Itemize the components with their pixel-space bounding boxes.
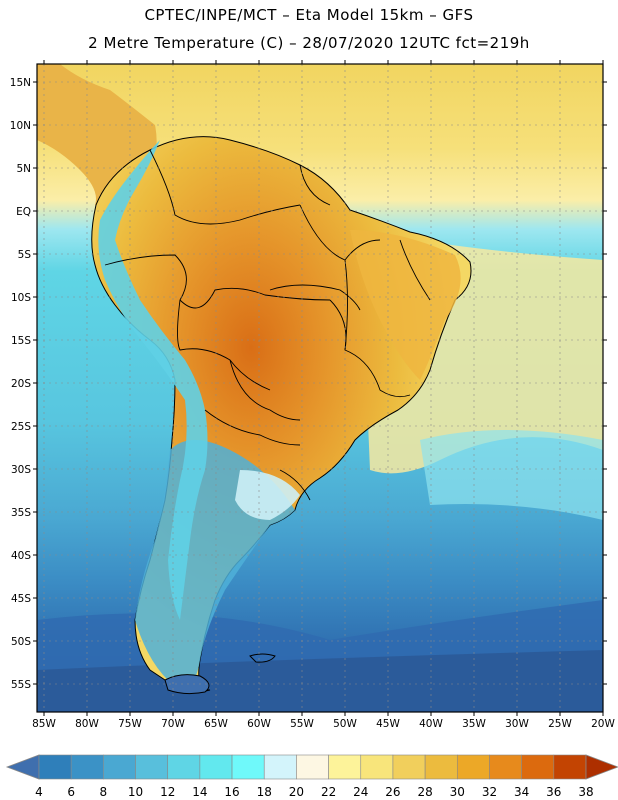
border-brazil-states-4 (344, 259, 348, 351)
northeast-brazil-warm (350, 230, 461, 380)
colorbar-segment (456, 754, 490, 780)
border-argentina-north (204, 409, 301, 446)
colorbar-segment (424, 754, 458, 780)
colorbar-label: 12 (160, 785, 175, 799)
colorbar-arrow-high (585, 754, 618, 780)
lon-label: 30W (505, 718, 529, 730)
lat-label: 10N (10, 120, 31, 132)
colorbar-segment (38, 754, 72, 780)
lat-label: 35S (11, 507, 31, 519)
colorbar-segment (328, 754, 362, 780)
colorbar-label: 28 (417, 785, 432, 799)
colorbar-label: 20 (289, 785, 304, 799)
latitude-axis: 15N 10N 5N EQ 5S 10S 15S 20S 25S 30S 35S 40S 45S 50S 5… (10, 77, 607, 691)
lon-label: 65W (204, 718, 228, 730)
lat-label: 5N (16, 163, 31, 175)
lon-label: 75W (118, 718, 142, 730)
colorbar-label: 26 (385, 785, 400, 799)
colorbar-segment (103, 754, 136, 780)
colorbar-label: 18 (257, 785, 272, 799)
border-bolivia (177, 299, 271, 391)
lon-label: 80W (75, 718, 99, 730)
colorbar-label: 10 (128, 785, 143, 799)
colorbar-segment (296, 754, 329, 780)
pampas-mild (235, 470, 300, 520)
map-area (37, 64, 603, 712)
border-peru-brazil (104, 254, 331, 309)
lon-label: 60W (247, 718, 271, 730)
colorbar-segment (489, 754, 522, 780)
colorbar-label: 8 (100, 785, 108, 799)
title-line-1: CPTEC/INPE/MCT – Eta Model 15km – GFS (144, 6, 474, 24)
lat-label: 40S (11, 550, 31, 562)
colorbar-label: 16 (224, 785, 239, 799)
colorbar-label: 4 (35, 785, 43, 799)
lat-label: 20S (11, 378, 31, 390)
title-line-2: 2 Metre Temperature (C) – 28/07/2020 12U… (88, 34, 530, 52)
border-brazil-states-2 (269, 284, 361, 311)
colorbar-label: 38 (578, 785, 593, 799)
lat-label: EQ (16, 206, 31, 218)
lat-label: 5S (18, 249, 32, 261)
lat-label: 25S (11, 421, 31, 433)
lat-label: 10S (11, 292, 31, 304)
colorbar-segment (360, 754, 394, 780)
lat-label: 15N (10, 77, 31, 89)
colorbar-label: 24 (353, 785, 368, 799)
map-frame (36, 63, 604, 713)
colorbar-segment (521, 754, 555, 780)
lon-label: 70W (161, 718, 185, 730)
andes-cold-strip (98, 140, 208, 620)
lon-label: 25W (548, 718, 572, 730)
lon-label: 85W (32, 718, 56, 730)
lon-label: 55W (290, 718, 314, 730)
border-guianas (299, 164, 331, 206)
colorbar-label: 6 (67, 785, 75, 799)
grid-lines (37, 64, 603, 712)
border-brazil-states-3 (299, 204, 381, 261)
lat-label: 55S (11, 679, 31, 691)
colorbar-label: 34 (514, 785, 529, 799)
longitude-axis: 85W 80W 75W 70W 65W 60W 55W 50W 45W 40W 35W 30W 25W 2… (32, 60, 615, 730)
colorbar-segment (231, 754, 265, 780)
colorbar-segment (70, 754, 104, 780)
lon-label: 50W (333, 718, 357, 730)
border-colombia-venezuela (149, 149, 301, 225)
colorbar-arrow-low (5, 754, 40, 780)
colorbar-label: 22 (321, 785, 336, 799)
lon-label: 40W (419, 718, 443, 730)
atlantic-cool-band (420, 430, 603, 520)
colorbar: 4 6 8 10 12 14 16 18 20 22 24 26 28 30 32 34 36 38 (5, 754, 618, 799)
colorbar-segment (553, 754, 587, 780)
border-paraguay (229, 359, 301, 421)
colorbar-label: 36 (546, 785, 561, 799)
colorbar-segment (167, 754, 201, 780)
border-brazil-states-5 (399, 239, 431, 301)
colorbar-label: 32 (482, 785, 497, 799)
colorbar-segment (263, 754, 297, 780)
border-uruguay (279, 469, 311, 501)
lat-label: 50S (11, 636, 31, 648)
lon-label: 45W (376, 718, 400, 730)
lat-label: 30S (11, 464, 31, 476)
colorbar-label: 14 (192, 785, 207, 799)
country-borders (104, 149, 431, 501)
colorbar-segment (392, 754, 426, 780)
lat-label: 15S (11, 335, 31, 347)
lat-label: 45S (11, 593, 31, 605)
lon-label: 20W (591, 718, 615, 730)
tierra-del-fuego (164, 674, 210, 695)
colorbar-segment (199, 754, 233, 780)
border-brazil-states-1 (329, 299, 411, 398)
falkland-islands (249, 653, 276, 663)
colorbar-label: 30 (450, 785, 465, 799)
colorbar-segment (135, 754, 169, 780)
lon-label: 35W (462, 718, 486, 730)
